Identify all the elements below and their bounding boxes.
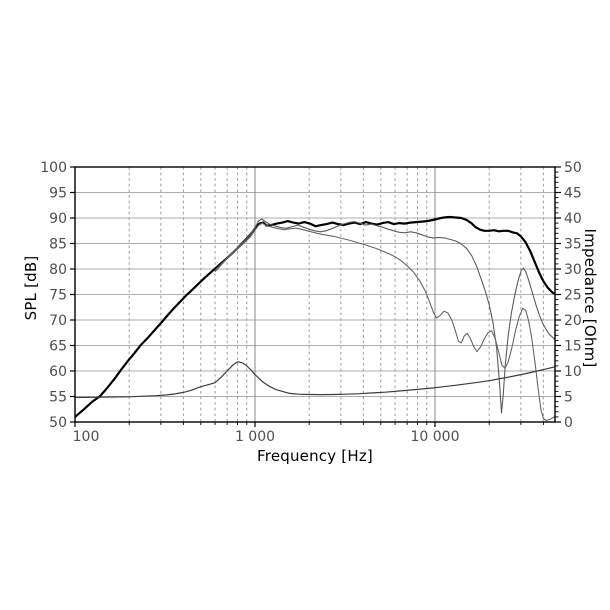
svg-text:50: 50: [49, 415, 67, 431]
svg-text:15: 15: [564, 339, 582, 355]
series-impedance: [75, 361, 555, 399]
svg-text:55: 55: [49, 390, 67, 406]
svg-text:1 000: 1 000: [235, 429, 275, 445]
svg-text:65: 65: [49, 339, 67, 355]
x-axis-title: Frequency [Hz]: [257, 447, 373, 465]
svg-text:90: 90: [49, 211, 67, 227]
series-spl-on-axis: [75, 215, 555, 418]
svg-text:10 000: 10 000: [411, 429, 460, 445]
svg-text:60: 60: [49, 364, 67, 380]
axes-and-ticks: [70, 166, 561, 427]
svg-text:75: 75: [49, 288, 67, 304]
svg-text:100: 100: [40, 160, 67, 176]
series-spl-off-axis-30: [214, 218, 555, 414]
svg-text:95: 95: [49, 186, 67, 202]
svg-text:85: 85: [49, 237, 67, 253]
svg-text:30: 30: [564, 262, 582, 278]
svg-text:10: 10: [564, 364, 582, 380]
series-curves: [75, 215, 555, 422]
tick-labels: 1009590858075706560555050454035302520151…: [40, 160, 582, 445]
svg-text:70: 70: [49, 313, 67, 329]
svg-text:5: 5: [564, 390, 573, 406]
svg-text:40: 40: [564, 211, 582, 227]
svg-text:20: 20: [564, 313, 582, 329]
y-axis-title-left: SPL [dB]: [22, 255, 40, 321]
svg-text:50: 50: [564, 160, 582, 176]
svg-text:100: 100: [73, 429, 100, 445]
svg-text:35: 35: [564, 237, 582, 253]
svg-text:80: 80: [49, 262, 67, 278]
series-spl-off-axis-60: [214, 222, 555, 422]
svg-text:25: 25: [564, 288, 582, 304]
svg-text:0: 0: [564, 415, 573, 431]
svg-text:45: 45: [564, 186, 582, 202]
gridlines: [75, 167, 555, 422]
y-axis-title-right: Impedance [Ohm]: [581, 228, 599, 368]
